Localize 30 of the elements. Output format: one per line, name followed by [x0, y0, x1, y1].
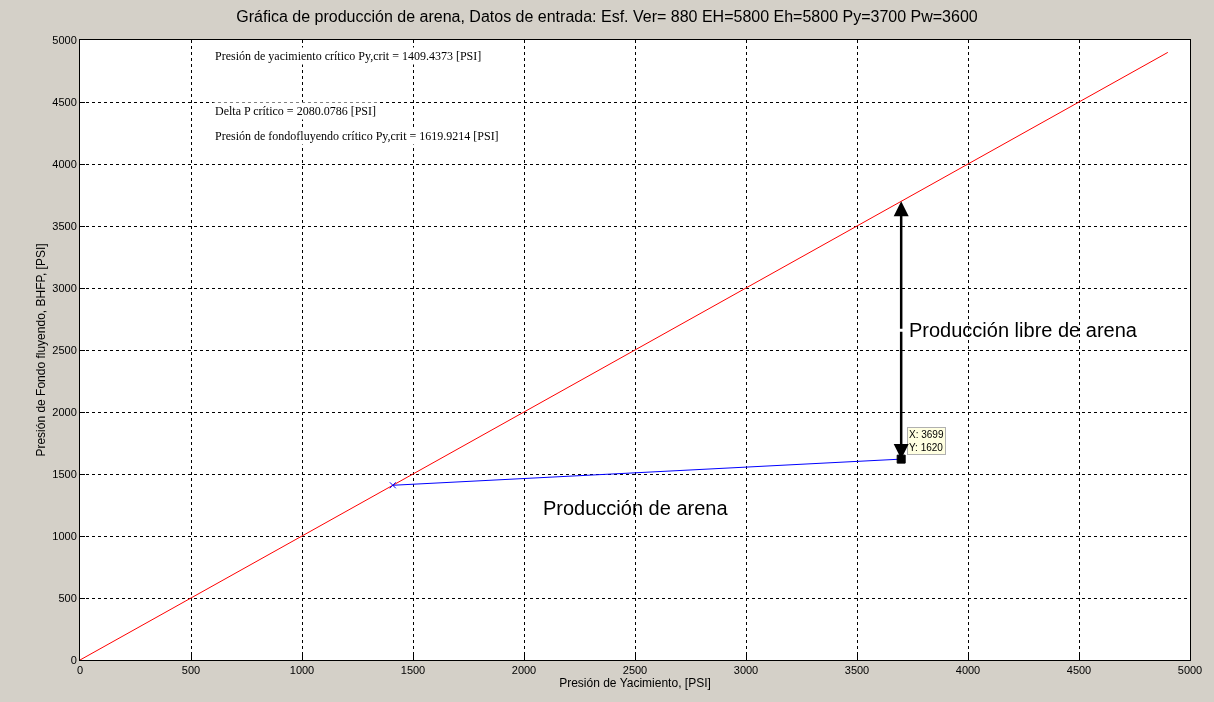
y-tick-label: 1000: [52, 529, 77, 542]
x-tick-label: 500: [181, 664, 201, 677]
y-axis-title: Presión de Fondo fluyendo, BHFP, [PSI]: [33, 243, 48, 457]
x-tick-label: 3500: [844, 664, 870, 677]
y-tick-label: 5000: [52, 33, 77, 46]
y-tick-label: 4500: [52, 95, 77, 108]
x-tick-label: 5000: [1177, 664, 1203, 677]
x-tick-label: 3000: [733, 664, 759, 677]
x-tick-label: 1000: [289, 664, 315, 677]
y-tick-label: 2500: [52, 343, 77, 356]
y-tick-label: 2000: [52, 405, 77, 418]
y-tick-label: 4000: [52, 157, 77, 170]
x-axis-title: Presión de Yacimiento, [PSI]: [559, 676, 711, 691]
y-tick-label: 1500: [52, 467, 77, 480]
x-tick-label: 1500: [400, 664, 426, 677]
annotation: Delta P crítico = 2080.0786 [PSI]: [215, 104, 376, 118]
y-tick-label: 500: [58, 591, 77, 604]
x-tick-label: 2500: [622, 664, 648, 677]
annotation: Presión de fondofluyendo crítico Py,crit = 1619.9214 [PSI]: [215, 129, 499, 143]
x-tick-label: 2000: [511, 664, 537, 677]
x-tick-label: 4000: [955, 664, 981, 677]
annotation: Producción de arena: [543, 497, 729, 519]
y-tick-label: 3000: [52, 281, 77, 294]
y-tick-label: 0: [70, 653, 77, 666]
annotation: X: 3699 Y: 1620: [909, 429, 944, 453]
y-tick-label: 3500: [52, 219, 77, 232]
x-tick-label: 4500: [1066, 664, 1092, 677]
annotation: Presión de yacimiento crítico Py,crit = 1409.4373 [PSI]: [215, 49, 482, 63]
chart-title: Gráfica de producción de arena, Datos de entrada: Esf. Ver= 880 EH=5800 Eh=5800 Py=3700 Pw=3600: [236, 7, 978, 25]
annotation: Producción libre de arena: [909, 319, 1138, 341]
